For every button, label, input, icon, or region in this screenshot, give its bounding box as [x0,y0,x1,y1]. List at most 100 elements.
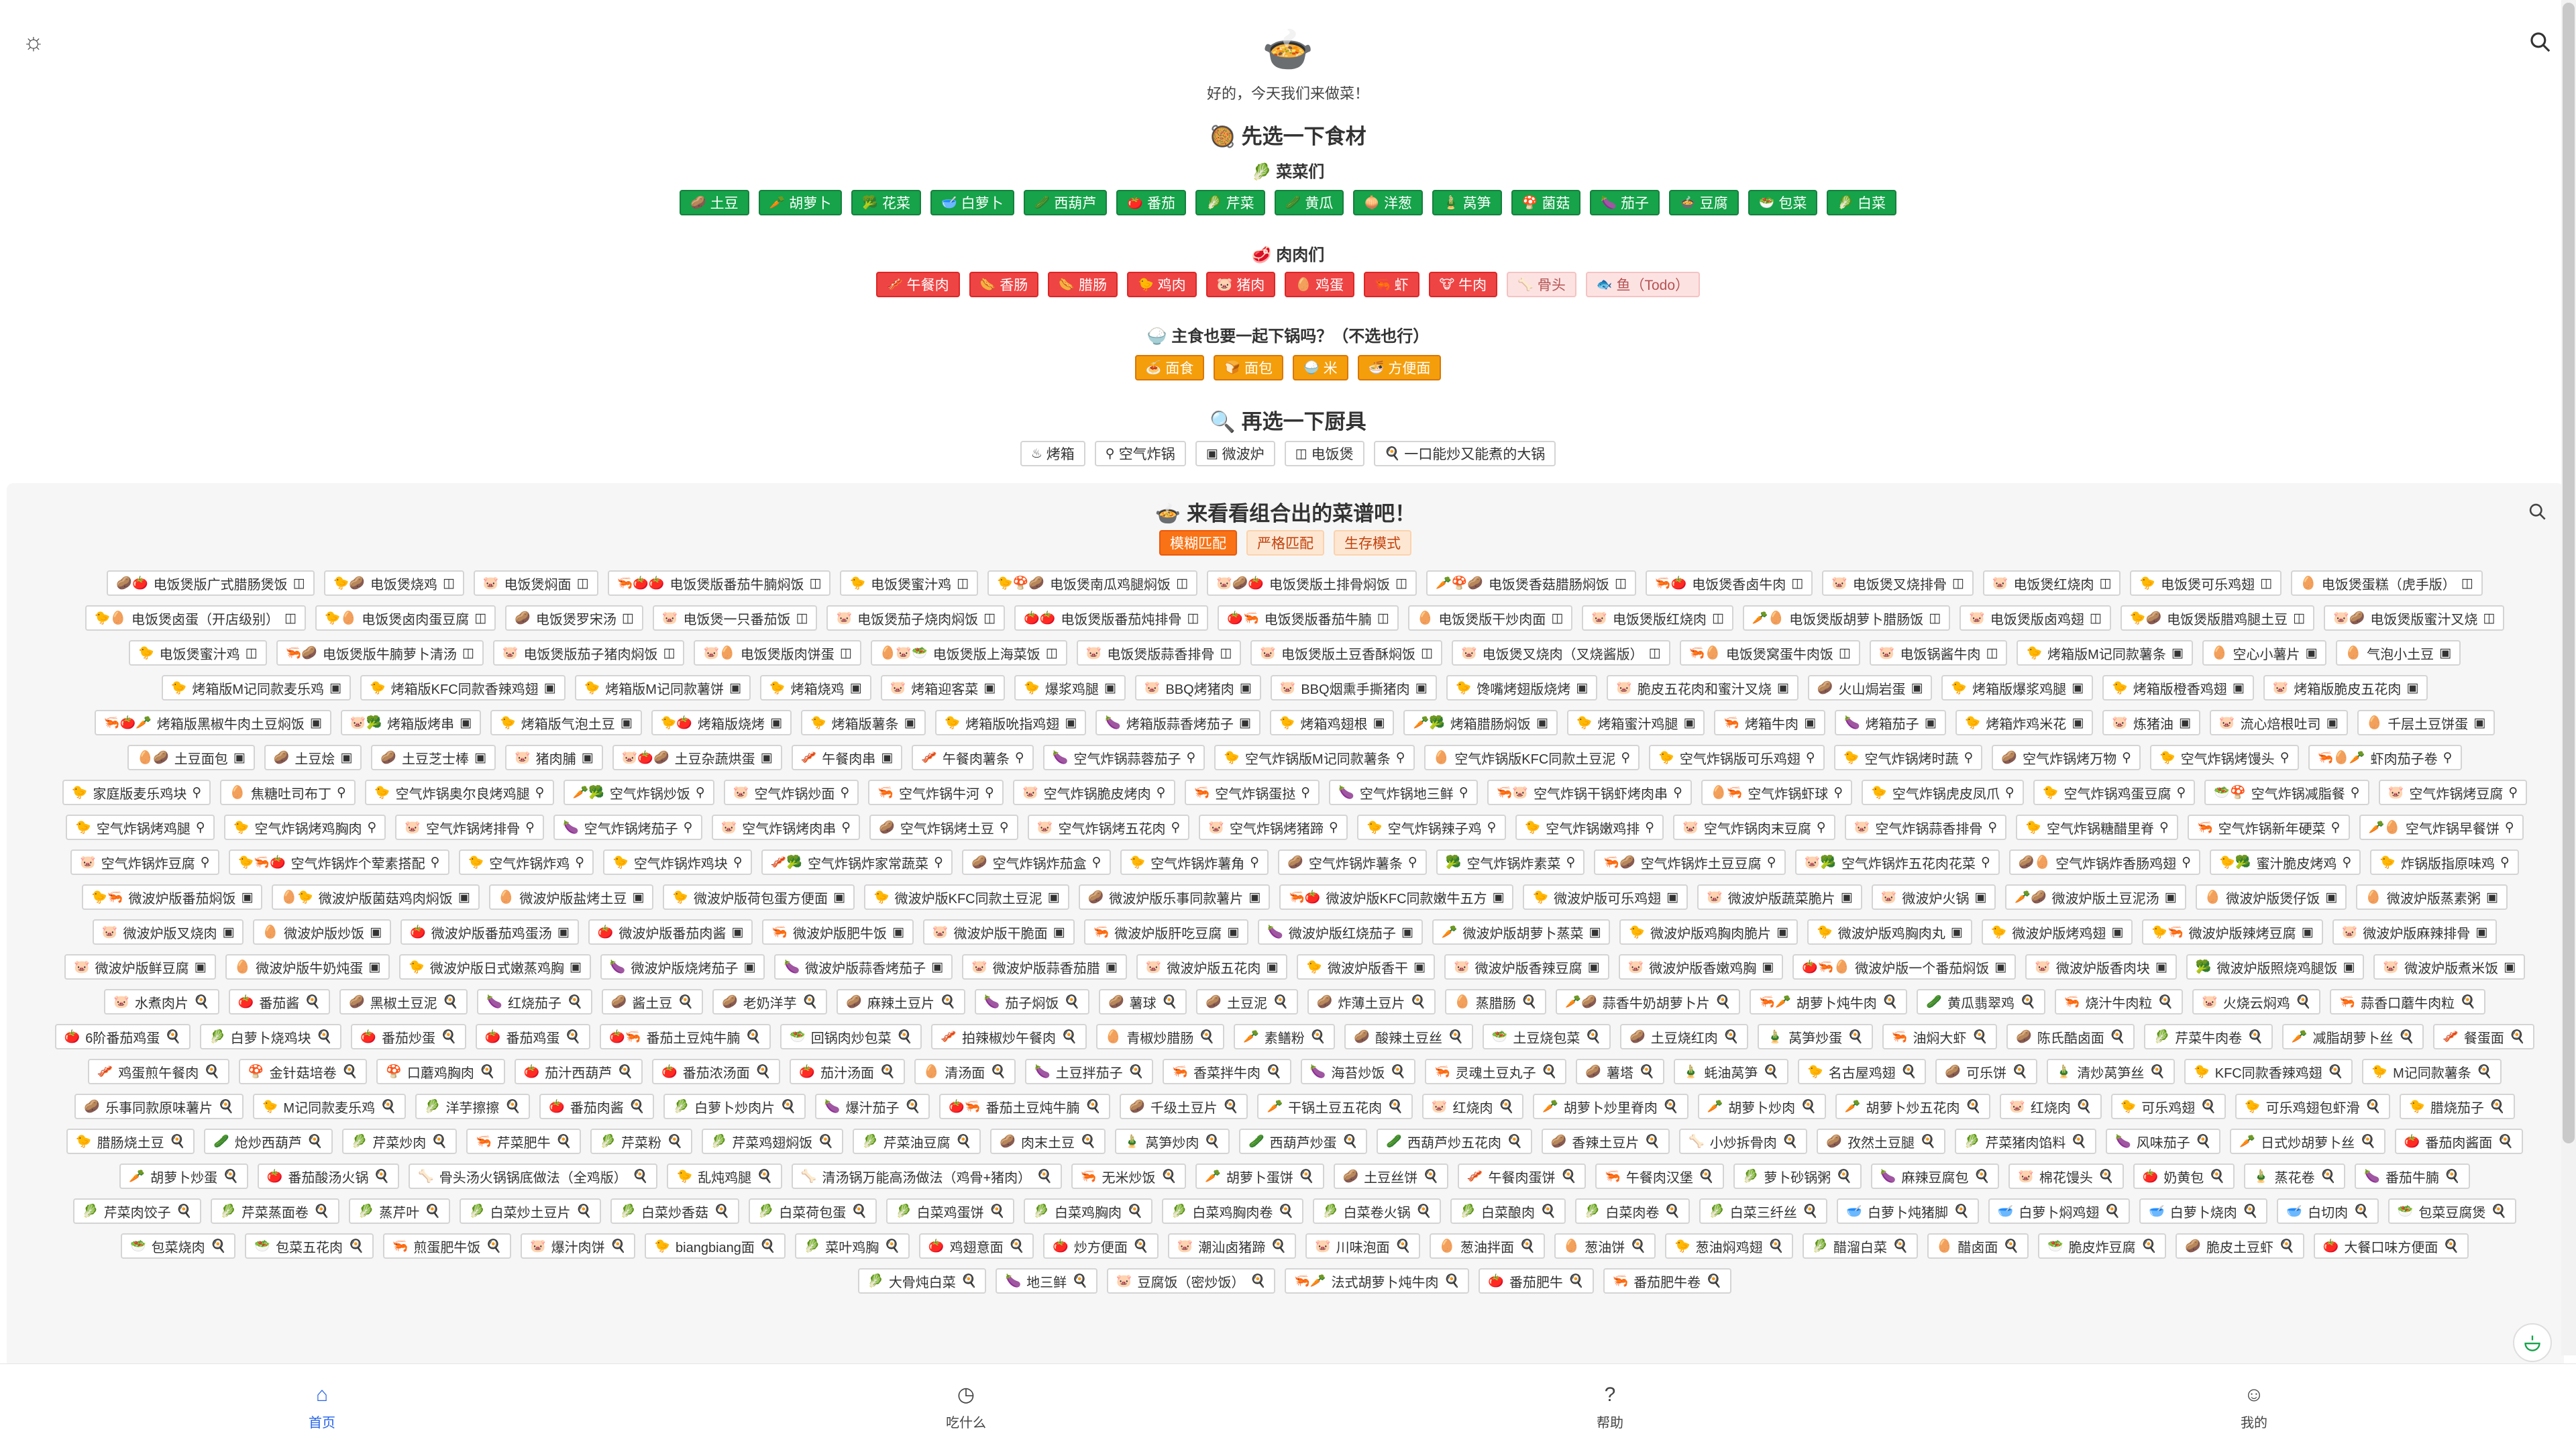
recipe-chip[interactable]: 🦐🥚 电饭煲窝蛋牛肉饭 ◫ [1679,640,1860,666]
recipe-chip[interactable]: 🐤 烤箱烧鸡 ▣ [759,675,871,701]
recipe-chip[interactable]: 🥚 青椒炒腊肠 🍳 [1095,1024,1225,1049]
recipe-chip[interactable]: 🥬 白菜卷火锅 🍳 [1313,1198,1442,1224]
recipe-chip[interactable]: 🦐 煎蛋肥牛饭 🍳 [382,1233,511,1259]
recipe-chip[interactable]: 🐤🍅 烤箱版烧烤 ▣ [651,710,792,735]
recipe-chip[interactable]: 🐷 电饭煲版红烧肉 ◫ [1582,605,1733,631]
match-mode-tab[interactable]: 模糊匹配 [1159,530,1237,556]
recipe-chip[interactable]: 🍆 番茄牛腩 🍳 [2355,1163,2470,1189]
recipe-chip[interactable]: 🍅 番茄酸汤火锅 🍳 [257,1163,400,1189]
nav-item-user[interactable]: ☺ 我的 [1932,1364,2576,1450]
recipe-chip[interactable]: 🥬 白菜鸡胸肉 🍳 [1024,1198,1152,1224]
recipe-chip[interactable]: 🥣 白萝卜炖猪脚 🍳 [1837,1198,1979,1224]
recipe-chip[interactable]: 🐷 空气炸锅炸豆腐 ⚲ [70,849,219,875]
recipe-chip[interactable]: 🥕 干锅土豆五花肉 🍳 [1257,1094,1413,1119]
recipe-chip[interactable]: 🐤 电饭煲蜜汁鸡 ◫ [128,640,267,666]
recipe-chip[interactable]: 🥚 微波炉版盐烤土豆 ▣ [488,884,654,910]
recipe-chip[interactable]: 🥔 土豆烩 ▣ [264,745,362,770]
recipe-chip[interactable]: 🥔 孜然土豆腿 🍳 [1817,1129,1945,1154]
recipe-chip[interactable]: 🍄 口蘑鸡胸肉 🍳 [376,1059,505,1084]
nav-item-help[interactable]: ? 帮助 [1288,1364,1932,1450]
recipe-chip[interactable]: 🥕 日式炒胡萝卜丝 🍳 [2230,1129,2385,1154]
recipe-chip[interactable]: 🦐 空气炸锅新年硬菜 ⚲ [2187,815,2350,840]
recipe-chip[interactable]: 🥕🥚 空气炸锅早餐饼 ⚲ [2359,815,2524,840]
recipe-chip[interactable]: 🦐🍅🍅 电饭煲版番茄牛腩焖饭 ◫ [607,570,831,596]
recipe-chip[interactable]: 🐷 微波炉版鲜豆腐 ▣ [64,954,216,980]
recipe-chip[interactable]: 🥬 芹菜粉 🍳 [590,1129,692,1154]
recipe-chip[interactable]: 🐷 烤箱迎客菜 ▣ [880,675,1006,701]
recipe-chip[interactable]: 🥔 薯球 🍳 [1099,989,1187,1015]
recipe-chip[interactable]: 🥗 包菜五花肉 🍳 [245,1233,374,1259]
vegetable-chip[interactable]: 🍲 豆腐 [1669,190,1739,215]
recipe-chip[interactable]: 🐷 微波炉版蔬菜脆片 ▣ [1697,884,1862,910]
recipe-chip[interactable]: 🥔 酸辣土豆丝 🍳 [1344,1024,1473,1049]
recipe-chip[interactable]: 🐷🍅🥔 土豆杂蔬烘蛋 ▣ [612,745,782,770]
recipe-chip[interactable]: 🐤🦐🍅 空气炸锅炸个荤素搭配 ⚲ [228,849,449,875]
recipe-chip[interactable]: 🍆 土豆拌茄子 🍳 [1024,1059,1154,1084]
recipe-chip[interactable]: 🐤 烤箱版KFC同款香辣鸡翅 ▣ [360,675,566,701]
recipe-chip[interactable]: 🥬 白菜荷包蛋 🍳 [748,1198,877,1224]
recipe-chip[interactable]: 🥚 微波炉版牛奶炖蛋 ▣ [225,954,390,980]
recipe-chip[interactable]: 🐷 电饭煲版蒜香排骨 ◫ [1076,640,1242,666]
recipe-chip[interactable]: 🐷 空气炸锅炒面 ⚲ [723,780,859,805]
recipe-chip[interactable]: 🎍 蒸花卷 🍳 [2243,1163,2346,1189]
recipe-chip[interactable]: 🥕 素鳝粉 🍳 [1234,1024,1336,1049]
recipe-chip[interactable]: 🥔 土豆烧红肉 🍳 [1620,1024,1749,1049]
recipe-chip[interactable]: 🐷 空气炸锅烤肉串 ⚲ [711,815,861,840]
recipe-chip[interactable]: 🎍 蚝油莴笋 🍳 [1673,1059,1789,1084]
recipe-chip[interactable]: 🍅🦐 番茄土豆炖牛腩 🍳 [600,1024,771,1049]
recipe-chip[interactable]: 🐤 空气炸锅嫩鸡排 ⚲ [1515,815,1664,840]
recipe-chip[interactable]: 🐷 微波炉版蒜香茄腊 ▣ [962,954,1127,980]
recipe-chip[interactable]: 🍅 大餐口味方便面 🍳 [2313,1233,2469,1259]
recipe-chip[interactable]: 🐷 红烧肉 🍳 [1421,1094,1524,1119]
recipe-chip[interactable]: 🥔 乐事同款原味薯片 🍳 [74,1094,244,1119]
recipe-chip[interactable]: 🍆 地三鲜 🍳 [996,1268,1097,1294]
recipe-chip[interactable]: 🥗 包菜豆腐煲 🍳 [2387,1198,2517,1224]
recipe-chip[interactable]: 🥔 酱土豆 🍳 [601,989,703,1015]
recipe-chip[interactable]: 🍆 爆汁茄子 🍳 [814,1094,930,1119]
recipe-chip[interactable]: 🐷 微波炉版麻辣排骨 ▣ [2332,919,2498,945]
floating-action-button[interactable] [2513,1323,2552,1362]
recipe-chip[interactable]: 🍅 茄汁汤面 🍳 [790,1059,905,1084]
meat-chip[interactable]: 🥚 鸡蛋 [1285,272,1354,297]
recipe-chip[interactable]: 🥚 醋卤面 🍳 [1927,1233,2029,1259]
recipe-chip[interactable]: 🥕 胡萝卜炒蛋 🍳 [119,1163,248,1189]
recipe-chip[interactable]: 🍅 番茄炒蛋 🍳 [351,1024,466,1049]
recipe-chip[interactable]: 🥔 薯塔 🍳 [1576,1059,1664,1084]
recipe-chip[interactable]: 🐤 烤箱鸡翅根 ▣ [1269,710,1395,735]
vegetable-chip[interactable]: 🥔 土豆 [679,190,749,215]
cookware-chip[interactable]: 🍳 一口能炒又能煮的大锅 [1373,441,1556,466]
recipe-chip[interactable]: 🐤🥚 电饭煲卤蛋（开店级别） ◫ [85,605,306,631]
recipe-chip[interactable]: 🐷 空气炸锅烤五花肉 ⚲ [1027,815,1190,840]
page-scrollbar-thumb[interactable] [2563,3,2575,1143]
vegetable-chip[interactable]: 🥬 白菜 [1827,190,1897,215]
recipe-chip[interactable]: 🥬 芹菜蒸面卷 🍳 [211,1198,339,1224]
recipe-chip[interactable]: 🐤 空气炸锅炸鸡 ⚲ [458,849,594,875]
recipe-chip[interactable]: 🥦 微波炉版照烧鸡腿饭 ▣ [2186,954,2365,980]
recipe-chip[interactable]: 🍄 金针菇培卷 🍳 [238,1059,368,1084]
recipe-chip[interactable]: 🐤 微波炉版荷包蛋方便面 ▣ [663,884,855,910]
recipe-chip[interactable]: 🥔 空气炸锅炸薯条 ⚲ [1278,849,1427,875]
recipe-chip[interactable]: 🍅 番茄鸡蛋 🍳 [475,1024,591,1049]
recipe-chip[interactable]: 🥬 芹菜猪肉馅料 🍳 [1954,1129,2097,1154]
recipe-chip[interactable]: 🥓 午餐肉串 ▣ [791,745,903,770]
meat-chip[interactable]: 🐟 鱼（Todo） [1585,272,1701,297]
vegetable-chip[interactable]: 🍅 番茄 [1116,190,1186,215]
recipe-chip[interactable]: 🐤 馋嘴烤翅版烧烤 ▣ [1446,675,1598,701]
recipe-chip[interactable]: 🐤 烤箱版吮指鸡翅 ▣ [934,710,1087,735]
recipe-chip[interactable]: 🦴 小炒拆骨肉 🍳 [1679,1129,1808,1154]
vegetable-chip[interactable]: 🥕 胡萝卜 [758,190,843,215]
recipe-chip[interactable]: 🥣 白萝卜焖鸡翅 🍳 [1988,1198,2131,1224]
recipe-chip[interactable]: 🥬 白菜炒土豆片 🍳 [459,1198,602,1224]
recipe-chip[interactable]: 🥚 微波炉版炒饭 ▣ [253,919,392,945]
recipe-chip[interactable]: 🥔 土豆丝饼 🍳 [1333,1163,1448,1189]
page-scrollbar[interactable] [2561,0,2576,1355]
recipe-chip[interactable]: 🐤🦐 微波炉版番茄焖饭 ▣ [82,884,263,910]
vegetable-chip[interactable]: 🥗 包菜 [1748,190,1818,215]
recipe-chip[interactable]: 🍅 番茄肥牛 🍳 [1479,1268,1594,1294]
recipe-chip[interactable]: 🐤 乱炖鸡腿 🍳 [667,1163,782,1189]
meat-chip[interactable]: 🦐 虾 [1363,272,1419,297]
recipe-chip[interactable]: 🐷 微波炉版香嫩鸡胸 ▣ [1618,954,1784,980]
recipe-chip[interactable]: 🥕🍄🥔 电饭煲香菇腊肠焖饭 ◫ [1426,570,1636,596]
recipe-chip[interactable]: 🐷 空气炸锅烤排骨 ⚲ [395,815,544,840]
vegetable-chip[interactable]: 🥣 白萝卜 [930,190,1014,215]
